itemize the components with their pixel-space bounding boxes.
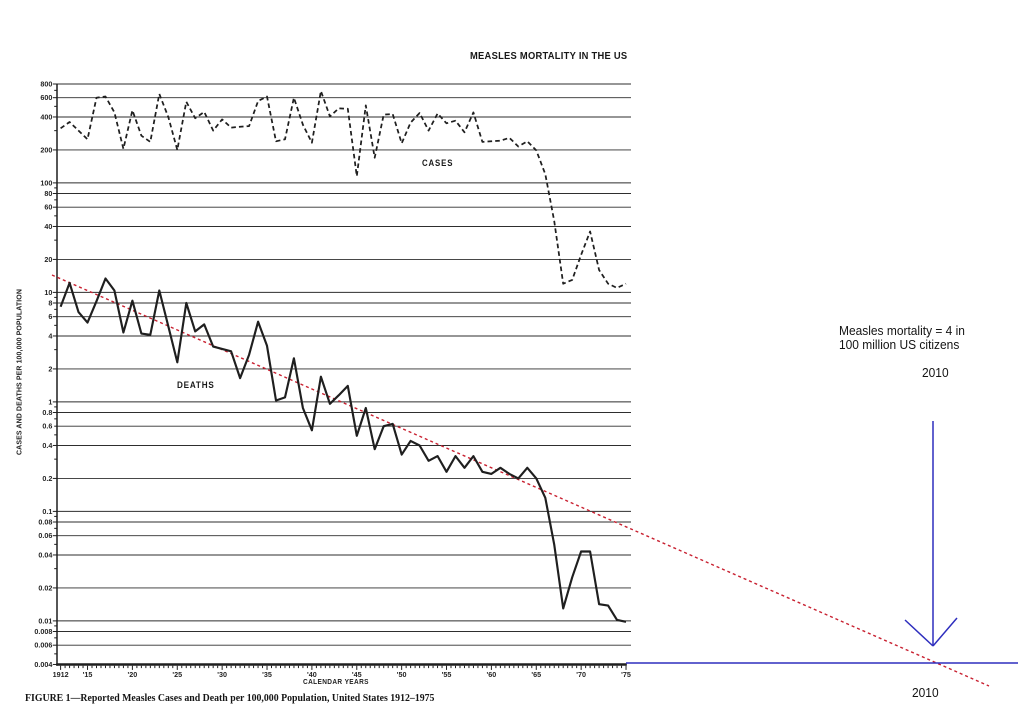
y-tick-labels: 800 600 400 200 100 80 60 40 20 10 8 6 4 2 1 0.8 0.6 0.4 0… — [34, 80, 52, 669]
series-cases — [60, 90, 627, 289]
y-tick-label: 1 — [48, 397, 52, 406]
y-tick-label: 6 — [48, 312, 52, 321]
x-tick-label: '20 — [128, 670, 138, 679]
y-tick-label: 0.1 — [42, 507, 52, 516]
x-axis-title: CALENDAR YEARS — [303, 679, 369, 686]
y-tick-label: 4 — [48, 331, 52, 340]
x-tick-label: '15 — [83, 670, 93, 679]
y-tick-label: 800 — [40, 80, 52, 89]
y-tick-label: 0.02 — [38, 583, 52, 592]
y-tick-label: 600 — [40, 93, 52, 102]
y-axis-title: CASES AND DEATHS PER 100,000 POPULATION — [16, 289, 24, 455]
y-tick-label: 0.006 — [34, 641, 52, 650]
chart-title: MEASLES MORTALITY IN THE US — [470, 50, 628, 62]
x-tick-label: 1912 — [53, 670, 69, 679]
x-tick-label: '45 — [352, 670, 362, 679]
cases-series-label: CASES — [422, 158, 454, 168]
x-tick-label: '70 — [576, 670, 586, 679]
mortality-note-line2: 100 million US citizens — [839, 336, 960, 352]
y-tick-label: 100 — [40, 178, 52, 187]
figure-caption: FIGURE 1—Reported Measles Cases and Deat… — [25, 691, 435, 704]
x-tick-label: '35 — [262, 670, 272, 679]
y-ticks — [52, 83, 57, 665]
year-2010-label-bottom: 2010 — [912, 684, 939, 700]
y-tick-label: 0.6 — [42, 422, 52, 431]
y-tick-label: 0.2 — [42, 474, 52, 483]
y-tick-label: 400 — [40, 112, 52, 121]
x-tick-label: '75 — [621, 670, 631, 679]
y-tick-label: 0.06 — [38, 531, 52, 540]
x-tick-label: '25 — [172, 670, 182, 679]
down-arrow-icon — [904, 421, 958, 647]
axes — [56, 83, 627, 666]
y-tick-label: 8 — [48, 299, 52, 308]
y-tick-label: 0.4 — [42, 441, 52, 450]
x-tick-labels: 1912 '15 '20 '25 '30 '35 '40 '45 '50 '55 '60 '65 '70… — [53, 670, 631, 679]
y-tick-label: 2 — [48, 364, 52, 373]
gridlines — [56, 83, 631, 646]
y-tick-label: 60 — [44, 203, 52, 212]
x-ticks — [60, 665, 627, 670]
y-tick-label: 20 — [44, 255, 52, 264]
y-tick-label: 0.08 — [38, 518, 52, 527]
x-tick-label: '65 — [531, 670, 541, 679]
mortality-note-line1: Measles mortality = 4 in — [839, 323, 965, 338]
y-tick-label: 0.8 — [42, 408, 52, 417]
year-2010-label-top: 2010 — [921, 365, 949, 380]
x-tick-label: '30 — [217, 670, 227, 679]
y-tick-label: 80 — [44, 189, 52, 198]
series-deaths — [59, 277, 627, 623]
y-tick-label: 200 — [40, 145, 52, 154]
y-tick-label: 40 — [44, 222, 52, 231]
y-tick-label: 0.008 — [34, 627, 52, 636]
x-tick-label: '55 — [442, 670, 452, 679]
x-tick-label: '60 — [487, 670, 497, 679]
x-tick-label: '40 — [307, 670, 317, 679]
y-tick-label: 0.04 — [38, 550, 52, 559]
x-tick-label: '50 — [397, 670, 407, 679]
y-tick-label: 0.004 — [34, 660, 52, 669]
y-tick-label: 0.01 — [38, 616, 52, 625]
deaths-series-label: DEATHS — [177, 379, 215, 390]
y-tick-label: 10 — [44, 288, 52, 297]
mortality-note: Measles mortality = 4 in 100 million US … — [839, 324, 965, 352]
